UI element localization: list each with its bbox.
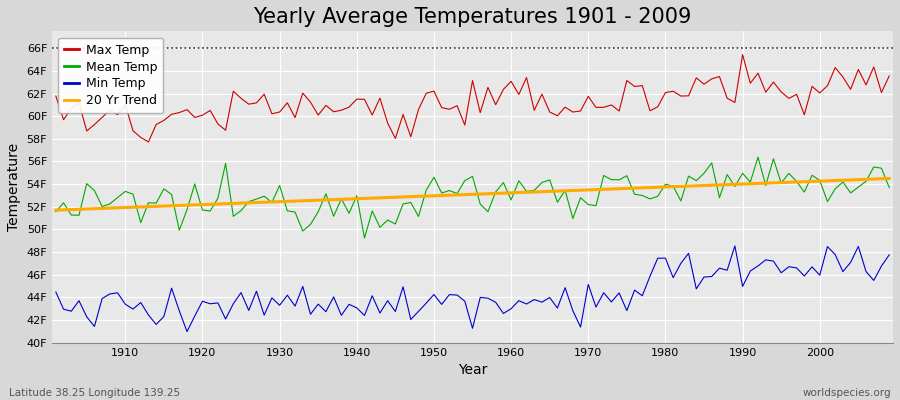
Text: Latitude 38.25 Longitude 139.25: Latitude 38.25 Longitude 139.25: [9, 388, 180, 398]
Legend: Max Temp, Mean Temp, Min Temp, 20 Yr Trend: Max Temp, Mean Temp, Min Temp, 20 Yr Tre…: [58, 38, 164, 113]
Y-axis label: Temperature: Temperature: [7, 143, 21, 231]
Text: worldspecies.org: worldspecies.org: [803, 388, 891, 398]
Title: Yearly Average Temperatures 1901 - 2009: Yearly Average Temperatures 1901 - 2009: [253, 7, 692, 27]
X-axis label: Year: Year: [458, 363, 487, 377]
